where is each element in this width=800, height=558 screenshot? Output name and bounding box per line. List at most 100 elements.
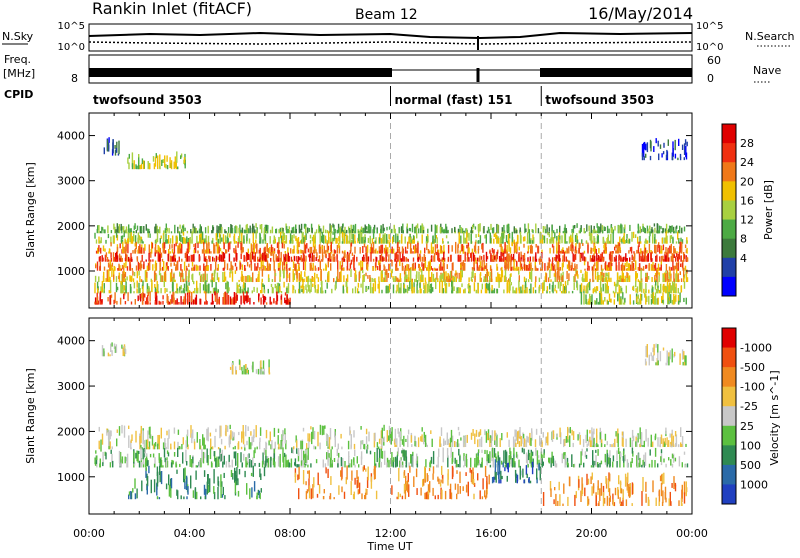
data-cell (600, 224, 601, 232)
data-cell (210, 251, 211, 253)
data-cell (211, 241, 212, 244)
data-cell (529, 456, 530, 463)
data-cell (681, 278, 682, 282)
data-cell (467, 435, 468, 443)
data-cell (216, 242, 217, 246)
data-cell (223, 487, 224, 495)
data-cell (251, 437, 252, 446)
data-cell (284, 298, 285, 304)
data-cell (598, 464, 599, 468)
data-cell (271, 284, 272, 287)
data-cell (319, 443, 320, 450)
data-cell (217, 487, 218, 499)
data-cell (253, 435, 254, 442)
data-cell (346, 230, 347, 233)
data-cell (507, 254, 508, 262)
data-cell (670, 459, 671, 466)
data-cell (650, 449, 651, 455)
data-cell (663, 278, 664, 282)
data-cell (460, 265, 461, 269)
data-cell (476, 290, 477, 294)
data-cell (149, 261, 150, 271)
data-cell (199, 299, 200, 305)
cpid-segment-label: normal (fast) 151 (395, 93, 513, 107)
data-cell (196, 228, 197, 233)
data-cell (373, 259, 374, 262)
data-cell (535, 439, 536, 447)
data-cell (377, 266, 378, 270)
data-cell (468, 243, 469, 247)
data-cell (312, 284, 313, 287)
data-cell (654, 223, 655, 226)
data-cell (501, 270, 502, 282)
data-cell (543, 236, 544, 240)
data-cell (232, 271, 233, 282)
data-cell (663, 151, 664, 154)
data-cell (210, 291, 211, 293)
data-cell (625, 439, 626, 447)
data-cell (301, 460, 302, 465)
data-cell (352, 253, 353, 256)
data-cell (391, 229, 392, 233)
data-cell (412, 456, 413, 468)
data-cell (126, 229, 127, 233)
data-cell (551, 267, 552, 271)
data-cell (164, 288, 165, 293)
data-cell (159, 262, 160, 271)
data-cell (507, 280, 508, 292)
y-tick-label: 4000 (57, 130, 85, 143)
data-cell (132, 250, 133, 254)
data-cell (489, 276, 490, 282)
data-cell (265, 442, 266, 450)
data-cell (366, 288, 367, 291)
data-cell (106, 430, 107, 436)
data-cell (618, 448, 619, 455)
data-cell (420, 256, 421, 262)
data-cell (391, 260, 392, 267)
data-cell (281, 300, 282, 305)
data-cell (571, 430, 572, 436)
data-cell (383, 425, 384, 431)
data-cell (233, 447, 234, 449)
data-cell (193, 291, 194, 293)
data-cell (306, 277, 307, 283)
data-cell (206, 274, 207, 282)
data-cell (455, 458, 456, 464)
data-cell (488, 272, 489, 277)
data-cell (273, 299, 274, 303)
data-cell (220, 474, 221, 487)
data-cell (240, 243, 241, 250)
data-cell (680, 256, 681, 262)
data-cell (244, 230, 245, 234)
data-cell (111, 230, 112, 233)
data-cell (576, 264, 577, 269)
data-cell (107, 225, 108, 233)
data-cell (175, 258, 176, 261)
data-cell (407, 224, 408, 228)
data-cell (101, 237, 102, 243)
data-cell (455, 242, 456, 254)
data-cell (309, 433, 310, 441)
data-cell (559, 226, 560, 233)
data-cell (638, 230, 639, 233)
data-cell (405, 269, 406, 271)
data-cell (351, 459, 352, 467)
data-cell (228, 243, 229, 252)
data-cell (397, 242, 398, 248)
data-cell (482, 267, 483, 270)
data-cell (603, 300, 604, 304)
data-cell (568, 246, 569, 253)
data-cell (344, 259, 345, 262)
data-cell (412, 251, 413, 253)
data-cell (674, 266, 675, 271)
data-cell (293, 269, 294, 282)
data-cell (359, 483, 360, 494)
data-cell (160, 273, 161, 282)
nsearch-tick-bottom: 10^0 (696, 42, 723, 53)
data-cell (279, 280, 280, 282)
data-cell (577, 283, 578, 290)
data-cell (459, 239, 460, 244)
data-cell (311, 247, 312, 253)
data-cell (533, 287, 534, 293)
